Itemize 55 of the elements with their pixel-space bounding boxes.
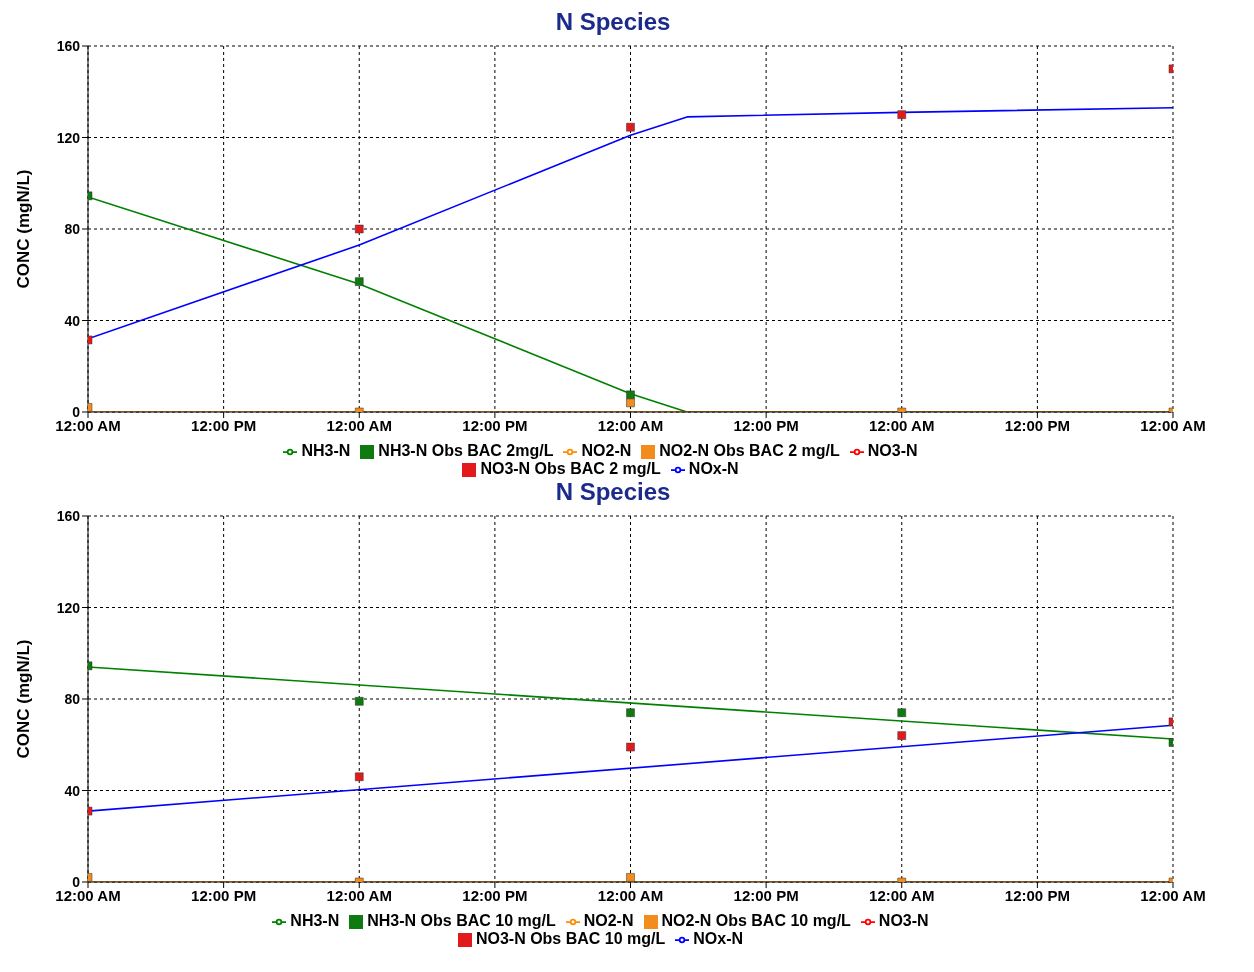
legend-label: NH3-N <box>290 912 340 929</box>
point <box>626 708 635 717</box>
legend-label: NO3-N <box>867 442 918 459</box>
x-tick-label: 12:00 AM <box>326 416 392 434</box>
x-tick-label: 12:00 PM <box>462 416 528 434</box>
point <box>355 224 364 234</box>
x-tick-label: 12:00 AM <box>1140 416 1206 434</box>
y-tick-label: 80 <box>64 221 81 237</box>
y-tick-label: 80 <box>64 691 81 707</box>
y-tick-label: 160 <box>56 508 81 524</box>
y-tick-label: 40 <box>64 312 81 329</box>
point <box>355 277 364 286</box>
x-tick-label: 12:00 PM <box>1004 886 1070 904</box>
point <box>355 772 364 782</box>
y-tick-label: 40 <box>64 782 81 799</box>
x-tick-label: 12:00 PM <box>1004 416 1070 434</box>
point <box>626 742 635 752</box>
y-tick-label: 120 <box>56 129 81 146</box>
legend-label: NOx-N <box>688 460 739 477</box>
x-tick-label: 12:00 PM <box>191 416 257 434</box>
legend-label: NO3-N <box>878 912 929 929</box>
y-tick-label: 120 <box>56 599 81 616</box>
point <box>626 390 635 400</box>
y-axis-title: CONC (mgN/L) <box>14 169 34 289</box>
legend-label: NO2-N <box>583 912 634 929</box>
legend-label: NH3-N <box>301 442 351 459</box>
x-tick-label: 12:00 AM <box>869 886 935 904</box>
y-tick-label: 160 <box>56 38 81 54</box>
x-tick-label: 12:00 PM <box>733 886 799 904</box>
x-tick-label: 12:00 PM <box>191 886 257 904</box>
legend-label: NO2-N <box>581 442 632 459</box>
point <box>897 110 906 119</box>
x-tick-label: 12:00 PM <box>733 416 799 434</box>
legend-label: NO2-N Obs BAC 10 mg/L <box>661 912 851 929</box>
legend-label: NH3-N Obs BAC 2mg/L <box>378 442 554 459</box>
point <box>897 708 906 717</box>
x-tick-label: 12:00 AM <box>1140 886 1206 904</box>
y-axis-title: CONC (mgN/L) <box>14 639 34 759</box>
legend-label: NO2-N Obs BAC 2 mg/L <box>659 442 840 459</box>
x-tick-label: 12:00 AM <box>597 416 664 434</box>
x-tick-label: 12:00 AM <box>869 416 935 434</box>
point <box>626 398 635 408</box>
chart-title: N Species <box>554 478 672 507</box>
point <box>626 122 635 132</box>
chart-title: N Species <box>554 8 672 37</box>
point <box>355 697 364 706</box>
point <box>626 873 635 882</box>
x-tick-label: 12:00 PM <box>462 886 528 904</box>
x-tick-label: 12:00 AM <box>326 886 392 904</box>
legend-label: NOx-N <box>693 930 744 947</box>
x-tick-label: 12:00 AM <box>597 886 664 904</box>
legend-label: NH3-N Obs BAC 10 mg/L <box>367 912 556 929</box>
point <box>897 731 906 740</box>
legend-label: NO3-N Obs BAC 2 mg/L <box>480 460 661 477</box>
legend-label: NO3-N Obs BAC 10 mg/L <box>475 930 666 947</box>
